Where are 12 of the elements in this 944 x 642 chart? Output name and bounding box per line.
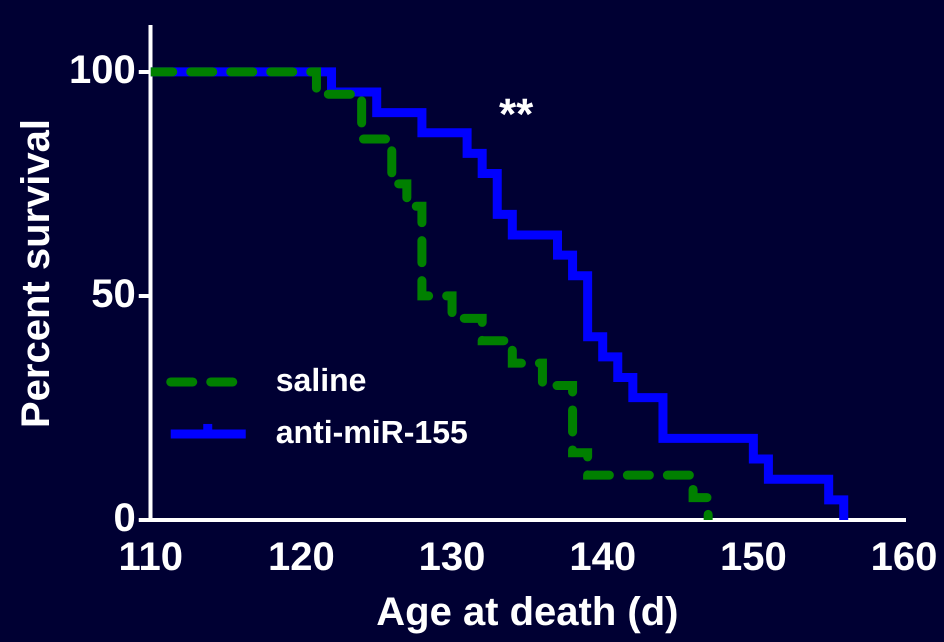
x-tick-label: 130 — [418, 535, 486, 580]
legend-label: anti-miR-155 — [276, 414, 468, 450]
x-tick-label: 140 — [569, 535, 636, 580]
x-tick-label: 120 — [268, 535, 335, 580]
y-tick-label: 50 — [91, 272, 136, 316]
legend-label: saline — [276, 362, 366, 398]
x-tick-label: 150 — [720, 535, 787, 580]
y-axis-title: Percent survival — [14, 118, 58, 428]
annotation: ** — [498, 90, 534, 140]
y-tick-label: 100 — [68, 48, 136, 92]
x-tick-label: 160 — [870, 535, 938, 580]
x-axis-title: Age at death (d) — [376, 590, 678, 634]
